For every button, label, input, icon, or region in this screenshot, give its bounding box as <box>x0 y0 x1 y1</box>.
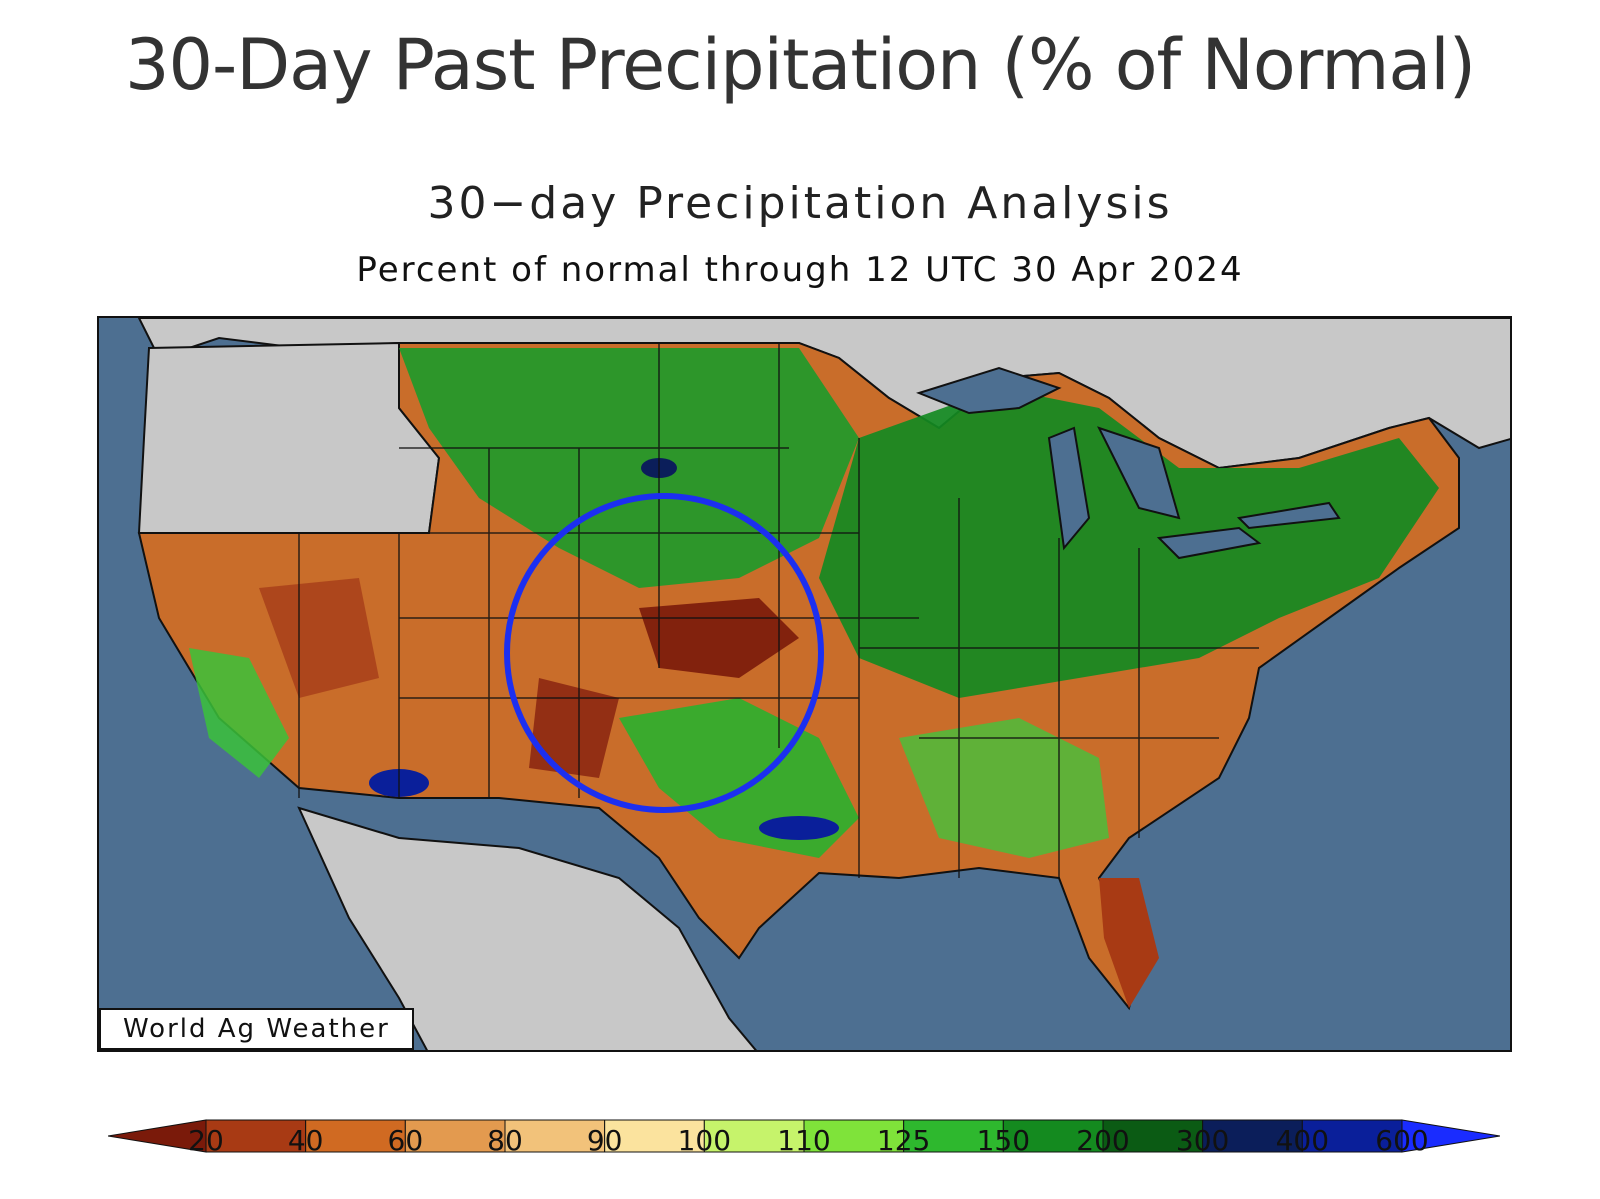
dry-southwest <box>529 678 619 778</box>
precipitation-map: World Ag Weather <box>97 316 1512 1052</box>
legend-swatch <box>1102 1119 1204 1153</box>
legend-label: 300 <box>1175 1124 1230 1157</box>
mexico-land <box>297 806 757 1050</box>
legend-swatch <box>205 1119 307 1153</box>
legend-swatch <box>1301 1119 1403 1153</box>
map-title: 30−day Precipitation Analysis <box>427 178 1173 229</box>
legend-swatch <box>404 1119 506 1153</box>
legend-label: 90 <box>586 1124 623 1157</box>
map-subtitle: Percent of normal through 12 UTC 30 Apr … <box>356 250 1244 290</box>
legend-swatch <box>305 1119 406 1153</box>
watermark: World Ag Weather <box>99 1008 414 1050</box>
great-lakes <box>916 366 1341 560</box>
state-borders <box>298 343 1259 878</box>
page-title: 30-Day Past Precipitation (% of Normal) <box>124 24 1476 106</box>
legend-label: 80 <box>487 1124 523 1157</box>
legend-label: 100 <box>677 1124 732 1157</box>
legend-label: 400 <box>1275 1124 1330 1157</box>
legend-swatch <box>1002 1119 1104 1153</box>
legend-label: 600 <box>1375 1124 1429 1157</box>
pacific-northwest-land <box>137 341 441 534</box>
legend-swatch <box>504 1119 606 1153</box>
highlight-circle <box>504 493 824 813</box>
color-legend <box>108 1119 1500 1153</box>
green-midwest <box>819 388 1439 698</box>
legend-swatch <box>604 1119 705 1153</box>
legend-label: 40 <box>287 1124 324 1157</box>
legend-label: 200 <box>1076 1124 1130 1157</box>
green-california <box>189 648 289 778</box>
legend-swatch <box>803 1119 905 1153</box>
dry-great-basin <box>259 578 379 698</box>
legend-label: 20 <box>188 1124 224 1157</box>
legend-arrow-right <box>1401 1119 1500 1153</box>
legend-label: 60 <box>387 1124 424 1157</box>
dry-florida <box>1099 878 1159 1008</box>
green-southeast <box>899 718 1109 858</box>
legend-label: 125 <box>876 1124 931 1157</box>
map-canvas <box>137 318 1510 1050</box>
legend-swatch <box>903 1119 1004 1153</box>
legend-swatch <box>703 1119 805 1153</box>
wet-spot-texas <box>759 816 839 840</box>
legend-label: 150 <box>976 1124 1031 1157</box>
green-north-plains <box>399 348 859 588</box>
legend-label: 110 <box>777 1124 831 1157</box>
